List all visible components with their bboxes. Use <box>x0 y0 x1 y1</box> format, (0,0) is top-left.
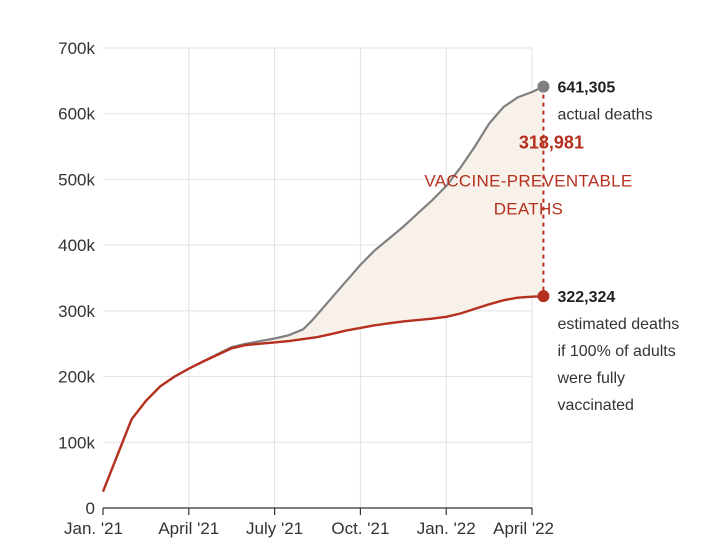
x-tick-label: Oct. '21 <box>331 519 389 538</box>
actual-deaths-label: actual deaths <box>557 107 652 124</box>
estimated-deaths-label-line: estimated deaths <box>557 316 679 333</box>
estimated-deaths-label-line: if 100% of adults <box>557 343 675 360</box>
x-tick-label: Jan. '22 <box>417 519 476 538</box>
actual-deaths-value: 641,305 <box>557 80 615 97</box>
estimated-deaths-label-line: were fully <box>556 370 625 387</box>
estimated-deaths-value: 322,324 <box>557 289 615 306</box>
estimated-deaths-label-line: vaccinated <box>557 397 634 414</box>
actual-endpoint-dot <box>537 80 550 93</box>
y-tick-label: 600k <box>58 105 95 124</box>
preventable-deaths-label: 318,981 VACCINE-PREVENTABLE DEATHS <box>424 132 632 218</box>
y-tick-label: 700k <box>58 39 95 58</box>
y-tick-label: 0 <box>86 499 95 518</box>
y-tick-label: 200k <box>58 368 95 387</box>
y-tick-label: 400k <box>58 236 95 255</box>
estimated-endpoint-dot <box>537 290 550 303</box>
preventable-deaths-label-line: DEATHS <box>494 199 564 218</box>
preventable-deaths-label-line: VACCINE-PREVENTABLE <box>424 171 632 190</box>
x-tick-label: Jan. '21 <box>64 519 123 538</box>
x-tick-label: April '21 <box>158 519 219 538</box>
y-tick-label: 300k <box>58 302 95 321</box>
y-tick-label: 500k <box>58 170 95 189</box>
y-tick-label: 100k <box>58 433 95 452</box>
x-tick-label: July '21 <box>246 519 303 538</box>
axis-layer: 0 100k 200k 300k 400k 500k 600k 700k Jan. '21 Apr… <box>58 39 554 538</box>
preventable-deaths-value: 318,981 <box>519 132 584 152</box>
x-tick-label: April '22 <box>493 519 554 538</box>
estimated-deaths-label: estimated deaths if 100% of adults were fu… <box>556 316 679 414</box>
preventable-deaths-area <box>103 86 544 492</box>
estimated-deaths-line <box>101 295 544 493</box>
